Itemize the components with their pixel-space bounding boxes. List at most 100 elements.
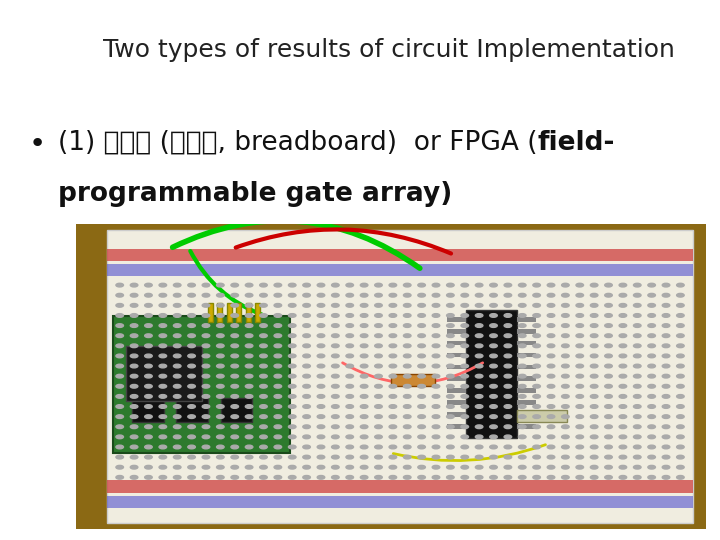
Circle shape: [490, 334, 498, 338]
Circle shape: [303, 334, 310, 338]
Circle shape: [116, 354, 124, 358]
Circle shape: [374, 303, 382, 307]
Circle shape: [605, 324, 612, 327]
Circle shape: [174, 344, 181, 348]
Circle shape: [188, 455, 195, 459]
Circle shape: [360, 324, 368, 327]
Circle shape: [318, 344, 325, 348]
Circle shape: [634, 284, 641, 287]
Circle shape: [188, 435, 195, 438]
Circle shape: [346, 455, 354, 459]
Circle shape: [432, 425, 440, 429]
Circle shape: [360, 364, 368, 368]
Circle shape: [403, 445, 411, 449]
Circle shape: [418, 465, 426, 469]
Circle shape: [159, 465, 166, 469]
Circle shape: [231, 314, 238, 318]
Circle shape: [188, 303, 195, 307]
Circle shape: [374, 415, 382, 419]
Circle shape: [418, 445, 426, 449]
Circle shape: [461, 476, 469, 479]
Circle shape: [246, 344, 253, 348]
Circle shape: [662, 395, 670, 398]
Circle shape: [533, 476, 541, 479]
Circle shape: [260, 303, 267, 307]
Circle shape: [303, 404, 310, 408]
Circle shape: [518, 445, 526, 449]
Circle shape: [475, 425, 483, 429]
Circle shape: [446, 395, 454, 398]
Circle shape: [217, 404, 224, 408]
Circle shape: [461, 445, 469, 449]
Circle shape: [403, 284, 411, 287]
Circle shape: [260, 435, 267, 438]
Circle shape: [274, 455, 282, 459]
Circle shape: [332, 404, 339, 408]
Circle shape: [202, 364, 210, 368]
Circle shape: [562, 476, 570, 479]
Text: Two types of results of circuit Implementation: Two types of results of circuit Implemen…: [103, 38, 675, 62]
Circle shape: [533, 364, 541, 368]
Circle shape: [217, 395, 224, 398]
Circle shape: [648, 314, 655, 318]
Circle shape: [374, 445, 382, 449]
Circle shape: [332, 364, 339, 368]
Circle shape: [130, 374, 138, 378]
Circle shape: [590, 293, 598, 297]
Circle shape: [130, 384, 138, 388]
Circle shape: [533, 374, 541, 378]
Circle shape: [260, 314, 267, 318]
Circle shape: [389, 344, 397, 348]
Circle shape: [332, 445, 339, 449]
Circle shape: [130, 293, 138, 297]
Circle shape: [533, 415, 541, 419]
Circle shape: [246, 465, 253, 469]
Circle shape: [533, 324, 541, 327]
Bar: [255, 303, 260, 322]
Circle shape: [217, 303, 224, 307]
Circle shape: [274, 425, 282, 429]
Circle shape: [490, 465, 498, 469]
Circle shape: [634, 455, 641, 459]
Circle shape: [576, 284, 583, 287]
Circle shape: [246, 374, 253, 378]
Circle shape: [246, 324, 253, 327]
Circle shape: [590, 415, 598, 419]
Circle shape: [518, 455, 526, 459]
Circle shape: [533, 354, 541, 358]
Circle shape: [590, 324, 598, 327]
Circle shape: [130, 415, 138, 419]
Circle shape: [202, 374, 210, 378]
Bar: [114, 315, 289, 453]
Circle shape: [289, 435, 296, 438]
Circle shape: [619, 455, 626, 459]
Circle shape: [403, 354, 411, 358]
Circle shape: [605, 293, 612, 297]
Circle shape: [418, 476, 426, 479]
Circle shape: [418, 364, 426, 368]
Bar: [107, 481, 693, 492]
Circle shape: [346, 445, 354, 449]
Circle shape: [202, 344, 210, 348]
Circle shape: [677, 435, 684, 438]
Circle shape: [446, 374, 454, 378]
Circle shape: [461, 384, 469, 388]
Circle shape: [346, 476, 354, 479]
Circle shape: [188, 364, 195, 368]
Circle shape: [446, 435, 454, 438]
Circle shape: [590, 455, 598, 459]
Circle shape: [202, 425, 210, 429]
Circle shape: [475, 455, 483, 459]
Circle shape: [662, 425, 670, 429]
Circle shape: [145, 303, 152, 307]
Circle shape: [346, 364, 354, 368]
Circle shape: [260, 344, 267, 348]
Circle shape: [289, 476, 296, 479]
Circle shape: [518, 354, 526, 358]
Circle shape: [662, 476, 670, 479]
Circle shape: [346, 435, 354, 438]
Circle shape: [504, 354, 512, 358]
Circle shape: [174, 384, 181, 388]
Bar: [517, 353, 536, 357]
Circle shape: [648, 395, 655, 398]
